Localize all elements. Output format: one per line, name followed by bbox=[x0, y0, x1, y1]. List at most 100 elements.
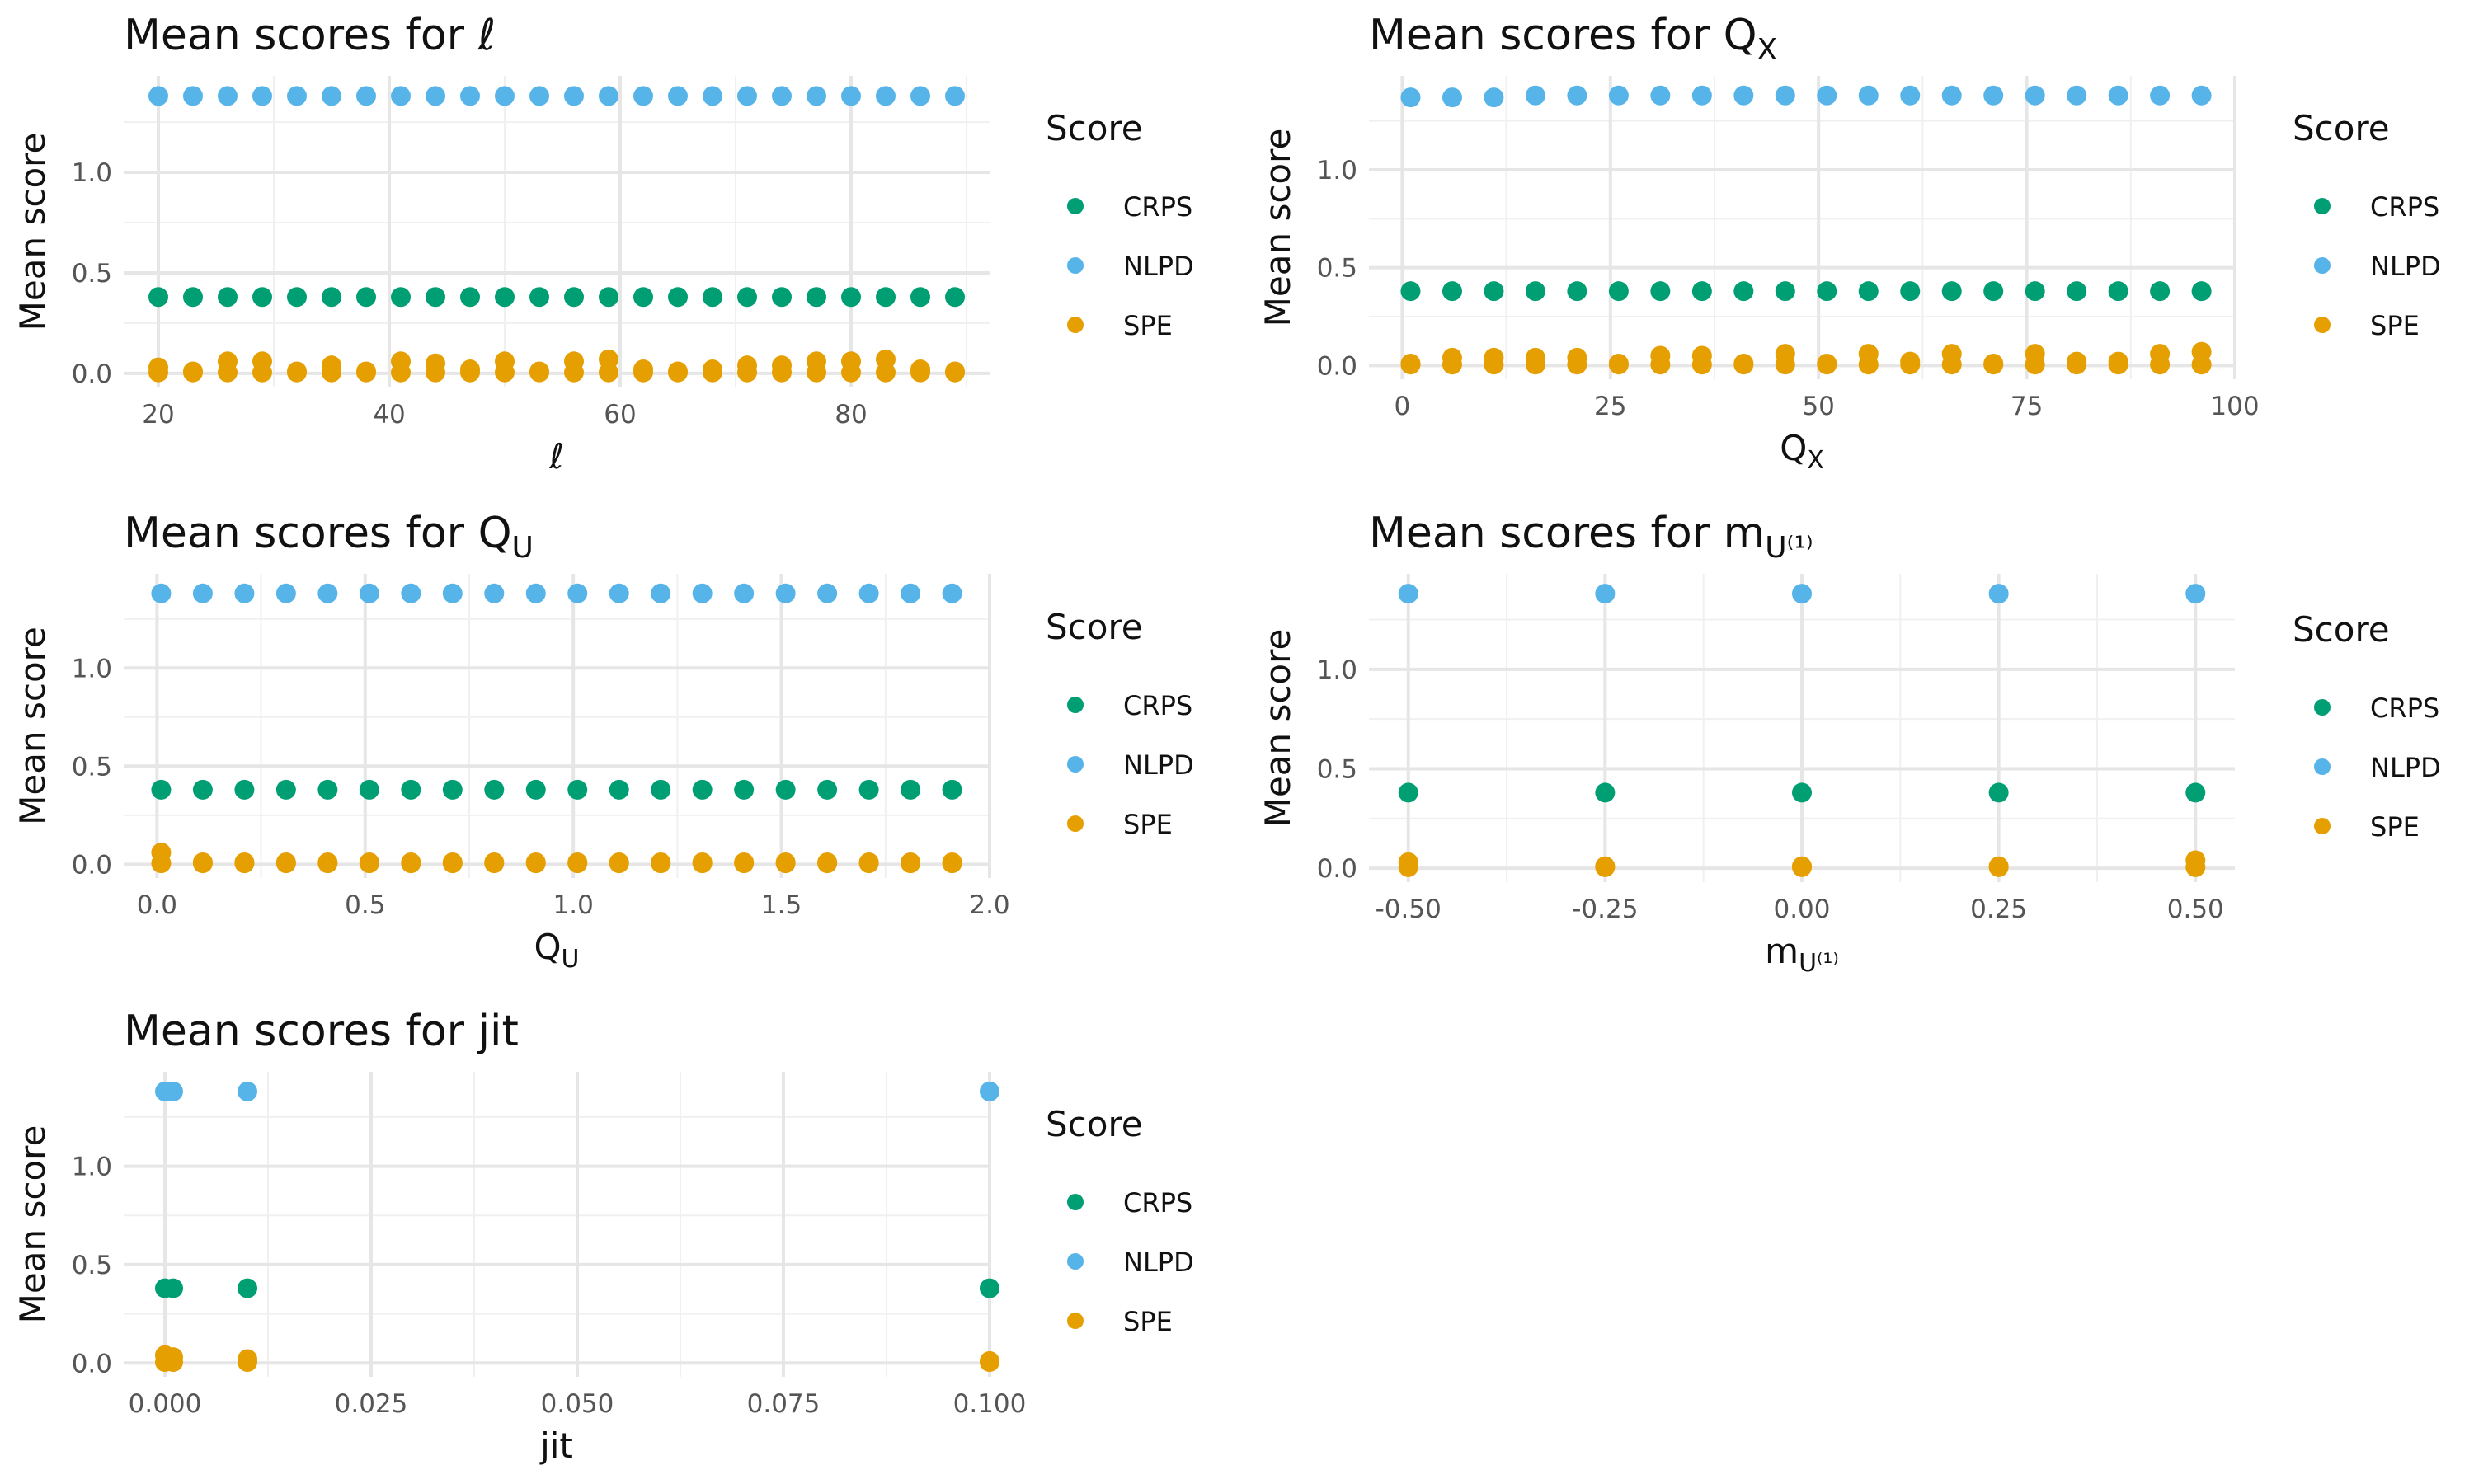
data-point-nlpd bbox=[1775, 85, 1795, 106]
data-point-crps bbox=[858, 779, 879, 800]
data-point-nlpd bbox=[1988, 584, 2009, 604]
data-point-nlpd bbox=[183, 86, 203, 106]
legend-label: CRPS bbox=[1123, 1187, 1192, 1219]
x-tick-label: 40 bbox=[373, 400, 405, 430]
panel-title: Mean scores for jit bbox=[124, 1007, 519, 1056]
legend-key-crps bbox=[1067, 198, 1084, 214]
data-point-crps bbox=[401, 779, 421, 800]
data-point-crps bbox=[910, 287, 930, 308]
data-point-spe bbox=[1983, 355, 2004, 375]
data-point-crps bbox=[734, 779, 755, 800]
y-axis-label: Mean score bbox=[1258, 629, 1298, 828]
data-point-crps bbox=[426, 287, 445, 308]
data-point-crps bbox=[1691, 281, 1712, 302]
data-point-nlpd bbox=[163, 1081, 183, 1101]
data-point-nlpd bbox=[2191, 85, 2212, 106]
data-point-crps bbox=[1484, 281, 1504, 302]
data-point-nlpd bbox=[910, 86, 930, 106]
data-point-spe bbox=[192, 853, 213, 874]
legend-key-nlpd bbox=[2314, 257, 2331, 274]
data-point-crps bbox=[1775, 281, 1795, 302]
chart-panel-5: 0.000 0.025 0.050 0.075 0.100 0.0 0.5 1.0 Mean s… bbox=[12, 1007, 1194, 1466]
data-point-crps bbox=[737, 287, 757, 308]
y-tick-label: 0.0 bbox=[1317, 351, 1357, 381]
data-point-spe bbox=[163, 1352, 183, 1373]
y-tick-label: 0.0 bbox=[72, 1349, 112, 1378]
data-point-spe bbox=[252, 362, 272, 383]
data-point-crps bbox=[1608, 281, 1629, 302]
data-point-spe bbox=[1608, 355, 1629, 375]
data-point-nlpd bbox=[1691, 85, 1712, 106]
data-point-crps bbox=[1858, 281, 1879, 302]
y-tick-label: 1.0 bbox=[72, 1153, 112, 1182]
data-point-nlpd bbox=[703, 86, 722, 106]
legend: Score CRPS NLPD SPE bbox=[1046, 607, 1194, 840]
legend-title: Score bbox=[1046, 108, 1143, 148]
data-point-crps bbox=[599, 287, 618, 308]
y-tick-label: 0.5 bbox=[1317, 754, 1357, 784]
legend-label: NLPD bbox=[1123, 251, 1194, 282]
x-tick-label: -0.25 bbox=[1572, 895, 1638, 924]
data-point-spe bbox=[1567, 355, 1587, 375]
legend-key-nlpd bbox=[2314, 758, 2331, 775]
data-point-crps bbox=[668, 287, 688, 308]
data-point-spe bbox=[1775, 355, 1795, 375]
data-point-nlpd bbox=[1858, 85, 1879, 106]
data-point-nlpd bbox=[841, 86, 861, 106]
legend-label: NLPD bbox=[2370, 752, 2441, 783]
x-tick-label: 75 bbox=[2011, 392, 2043, 421]
data-point-spe bbox=[1400, 355, 1421, 375]
data-point-crps bbox=[775, 779, 796, 800]
data-point-nlpd bbox=[980, 1081, 999, 1101]
data-point-crps bbox=[2185, 782, 2206, 803]
data-point-nlpd bbox=[1400, 87, 1421, 108]
data-point-spe bbox=[2191, 355, 2212, 375]
y-tick-label: 0.5 bbox=[72, 1251, 112, 1280]
data-point-crps bbox=[2191, 281, 2212, 302]
data-point-spe bbox=[1525, 355, 1545, 375]
data-point-spe bbox=[2025, 355, 2045, 375]
chart-panel-2: 0 25 50 75 100 0.0 0.5 1.0 Mean scores for QX QX M… bbox=[1258, 11, 2441, 475]
chart-panel-1: 20 40 60 80 0.0 0.5 1.0 Mean scores for ℓ ℓ Mean … bbox=[12, 11, 1194, 477]
x-tick-label: 0.075 bbox=[747, 1389, 821, 1419]
data-point-crps bbox=[1525, 281, 1545, 302]
data-point-spe bbox=[148, 362, 168, 383]
x-axis-label: jit bbox=[539, 1425, 573, 1466]
x-tick-label: 0.50 bbox=[2167, 895, 2224, 924]
x-tick-label: 25 bbox=[1594, 392, 1626, 421]
data-point-crps bbox=[2067, 281, 2087, 302]
data-point-crps bbox=[901, 779, 921, 800]
y-tick-label: 0.0 bbox=[72, 850, 112, 880]
data-point-spe bbox=[633, 362, 653, 383]
panel-title: Mean scores for QU bbox=[124, 509, 534, 565]
data-point-crps bbox=[163, 1278, 183, 1298]
legend-key-crps bbox=[2314, 198, 2331, 214]
data-point-nlpd bbox=[651, 583, 671, 603]
legend: Score CRPS NLPD SPE bbox=[2293, 609, 2441, 843]
data-point-crps bbox=[287, 287, 307, 308]
y-tick-label: 0.0 bbox=[1317, 854, 1357, 884]
legend-label: CRPS bbox=[2370, 693, 2439, 724]
data-point-nlpd bbox=[876, 86, 896, 106]
x-tick-label: 80 bbox=[835, 400, 867, 430]
data-point-crps bbox=[651, 779, 671, 800]
data-point-crps bbox=[529, 287, 549, 308]
data-point-spe bbox=[287, 362, 307, 383]
data-point-nlpd bbox=[275, 583, 296, 603]
data-point-spe bbox=[1442, 355, 1462, 375]
data-point-crps bbox=[1442, 281, 1462, 302]
data-point-spe bbox=[529, 362, 549, 383]
data-point-crps bbox=[942, 779, 962, 800]
data-point-nlpd bbox=[1900, 85, 1921, 106]
data-point-nlpd bbox=[1442, 87, 1462, 108]
data-point-nlpd bbox=[252, 86, 272, 106]
data-point-spe bbox=[1398, 857, 1418, 877]
data-point-crps bbox=[807, 287, 826, 308]
y-axis-label: Mean score bbox=[1258, 129, 1298, 327]
legend-key-spe bbox=[2314, 818, 2331, 834]
data-point-nlpd bbox=[1792, 584, 1812, 604]
data-point-nlpd bbox=[633, 86, 653, 106]
y-tick-label: 0.5 bbox=[72, 752, 112, 782]
legend-key-spe bbox=[2314, 317, 2331, 333]
data-point-nlpd bbox=[1567, 85, 1587, 106]
